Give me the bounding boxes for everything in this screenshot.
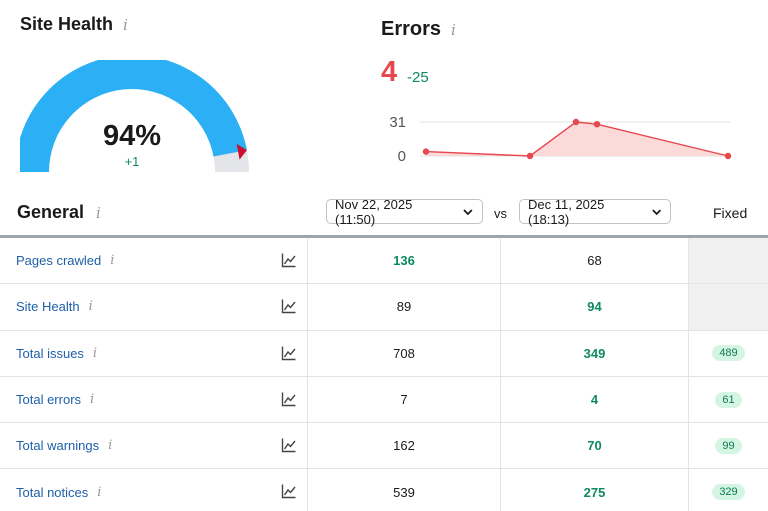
value-previous: 7 <box>308 376 501 423</box>
y-tick-label: 0 <box>398 148 406 165</box>
site-health-title-text: Site Health <box>20 14 114 34</box>
metric-name-cell: Total warnings i <box>0 423 308 469</box>
errors-trend-chart: 31 0 <box>389 114 732 165</box>
fixed-column-header: Fixed <box>713 205 748 221</box>
trend-chart-icon[interactable] <box>281 298 297 314</box>
site-health-value: 94% <box>102 120 162 152</box>
value-previous: 136 <box>308 238 501 284</box>
fixed-count-badge: 61 <box>715 391 742 408</box>
value-previous: 89 <box>308 284 501 330</box>
metric-name-cell: Pages crawled i <box>0 238 308 284</box>
table-row: Total notices i 539 275 329 <box>0 469 768 511</box>
table-row: Total errors i 7 4 61 <box>0 376 768 424</box>
y-tick-label: 31 <box>389 114 406 131</box>
chart-marks <box>422 118 732 160</box>
metrics-table: Pages crawled i 136 68 Site Health i 89 … <box>0 238 768 511</box>
value-current: 94 <box>501 284 689 330</box>
info-icon[interactable]: i <box>110 253 115 269</box>
table-row: Total warnings i 162 70 99 <box>0 423 768 470</box>
table-row: Total issues i 708 349 489 <box>0 330 768 377</box>
trend-chart-icon[interactable] <box>281 345 297 361</box>
info-icon[interactable]: i <box>451 21 456 39</box>
gauge-marker <box>236 143 247 160</box>
info-icon[interactable]: i <box>97 484 102 500</box>
general-title-text: General <box>17 202 85 222</box>
trend-chart-icon[interactable] <box>281 252 297 268</box>
errors-delta: -25 <box>407 69 429 86</box>
date-select-current[interactable]: Nov 22, 2025 (11:50) <box>326 196 483 227</box>
fixed-cell: 61 <box>689 377 768 422</box>
metric-name-cell: Total errors i <box>0 376 308 423</box>
data-point[interactable] <box>422 148 430 155</box>
info-icon[interactable]: i <box>123 16 128 34</box>
date-select-compare-label: Dec 11, 2025 (18:13) <box>528 196 605 227</box>
value-current: 68 <box>501 238 689 284</box>
info-icon[interactable]: i <box>96 204 101 222</box>
metric-link[interactable]: Pages crawled <box>16 253 102 269</box>
chevron-down-icon <box>651 209 661 215</box>
value-current: 349 <box>501 330 689 376</box>
chevron-down-icon <box>463 208 473 215</box>
errors-title: Errors i <box>381 18 456 41</box>
fixed-cell <box>689 238 768 284</box>
fixed-count-badge: 329 <box>712 484 745 501</box>
trend-chart-icon[interactable] <box>281 437 297 453</box>
fixed-count-badge: 99 <box>715 437 742 454</box>
date-select-current-label: Nov 22, 2025 (11:50) <box>335 196 413 227</box>
errors-title-text: Errors <box>381 18 442 40</box>
trend-chart-icon[interactable] <box>281 391 297 407</box>
value-previous: 708 <box>308 330 501 376</box>
info-icon[interactable]: i <box>90 392 95 408</box>
date-select-compare[interactable]: Dec 11, 2025 (18:13) <box>519 196 671 227</box>
value-current: 275 <box>501 469 689 511</box>
metric-link[interactable]: Total issues <box>16 345 84 361</box>
info-icon[interactable]: i <box>88 299 93 315</box>
value-previous: 162 <box>308 423 501 469</box>
data-point[interactable] <box>572 118 580 126</box>
fixed-cell: 489 <box>689 331 768 376</box>
site-health-title: Site Health i <box>20 14 128 35</box>
table-row: Site Health i 89 94 <box>0 284 768 331</box>
metric-name-cell: Total notices i <box>0 469 308 511</box>
general-title: General i <box>17 202 101 223</box>
errors-area <box>426 122 728 156</box>
metric-name-cell: Site Health i <box>0 284 308 330</box>
info-icon[interactable]: i <box>108 438 113 454</box>
fixed-count-badge: 489 <box>712 345 745 362</box>
trend-chart-icon[interactable] <box>281 483 297 499</box>
fixed-cell: 99 <box>689 423 768 468</box>
vs-label: vs <box>494 206 507 221</box>
value-previous: 539 <box>308 469 501 511</box>
table-divider <box>0 235 768 238</box>
data-point[interactable] <box>593 120 601 128</box>
site-health-gauge <box>20 60 249 173</box>
value-current: 70 <box>501 423 689 469</box>
fixed-cell <box>689 284 768 330</box>
errors-count: 4 <box>381 56 398 88</box>
table-row: Pages crawled i 136 68 <box>0 238 768 285</box>
data-point[interactable] <box>724 152 732 160</box>
data-point[interactable] <box>526 152 534 160</box>
metric-name-cell: Total issues i <box>0 330 308 376</box>
value-current: 4 <box>501 376 689 423</box>
metric-link[interactable]: Site Health <box>16 299 80 315</box>
gauge-fill <box>20 60 247 173</box>
metric-link[interactable]: Total warnings <box>16 438 100 454</box>
info-icon[interactable]: i <box>92 345 98 361</box>
metric-link[interactable]: Total notices <box>16 484 89 500</box>
metric-link[interactable]: Total errors <box>16 392 82 408</box>
fixed-cell: 329 <box>689 469 768 511</box>
site-health-delta: +1 <box>124 154 140 169</box>
